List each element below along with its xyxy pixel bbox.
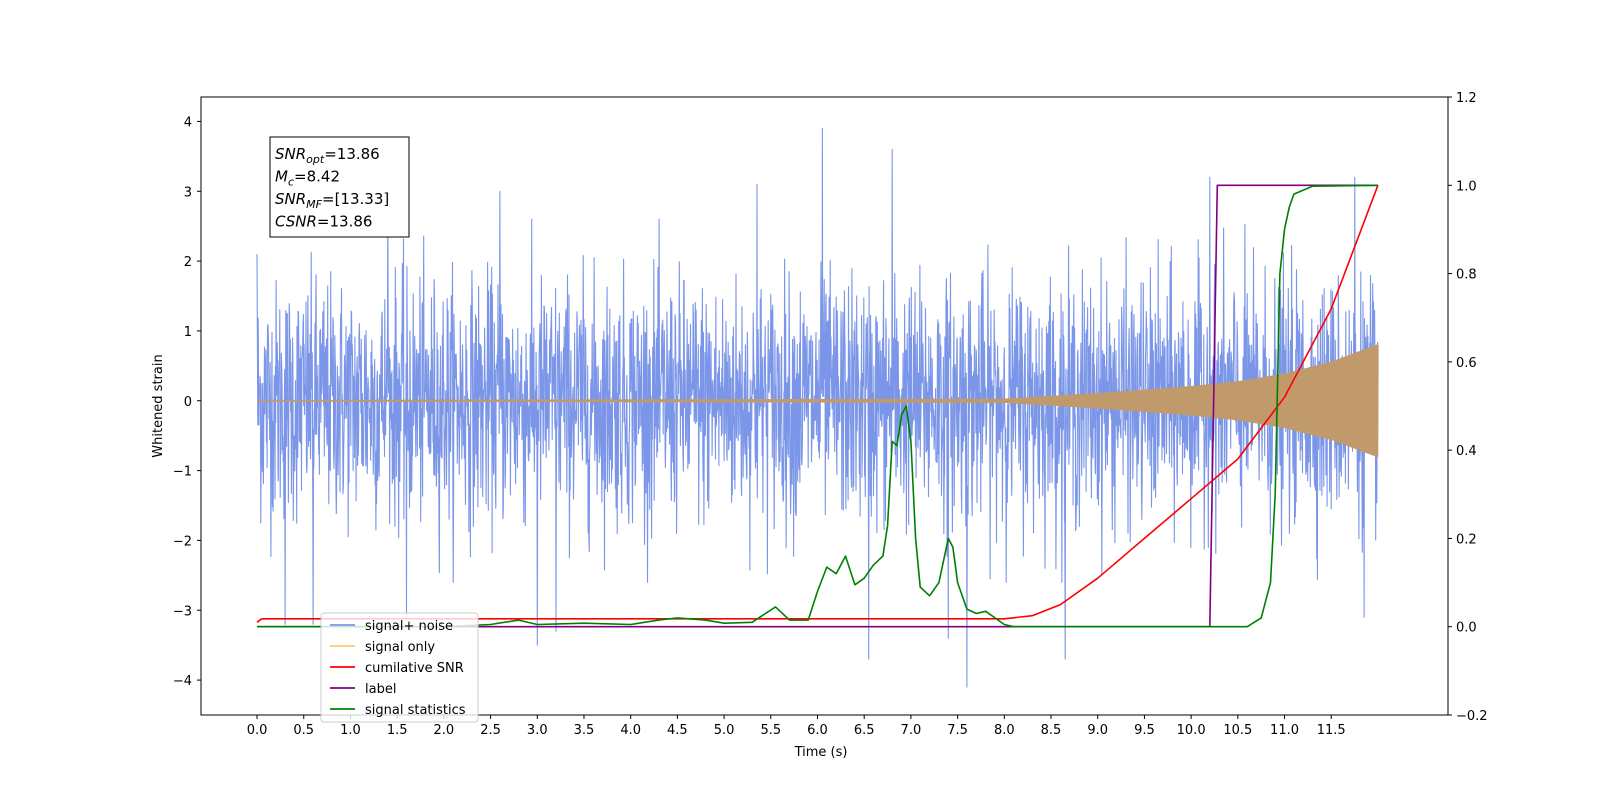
x-tick-label: 8.0 — [994, 723, 1015, 738]
y-left-tick-label: 4 — [184, 115, 192, 130]
x-tick-label: 2.5 — [480, 723, 501, 738]
annotation-line: SNRMF=[13.33] — [275, 190, 389, 211]
y-left-tick-label: −4 — [173, 674, 192, 689]
y-left-tick-label: −3 — [173, 604, 192, 619]
x-tick-label: 1.5 — [387, 723, 408, 738]
y-right-tick-label: 1.2 — [1456, 91, 1477, 106]
x-tick-label: 11.0 — [1270, 723, 1299, 738]
legend-label: signal statistics — [365, 703, 466, 718]
y-left-tick-label: −1 — [173, 465, 192, 480]
y-right-tick-label: 0.2 — [1456, 532, 1477, 547]
annotation-frame — [269, 136, 410, 238]
y-left-tick-label: 1 — [184, 325, 192, 340]
x-axis: 0.0 0.5 1.0 1.5 2.0 2.5 3.0 3.5 4.0 4.5 5.0 5.5 6.0 6… — [247, 715, 1346, 738]
x-tick-label: 4.0 — [620, 723, 641, 738]
series-line-signal-only — [256, 344, 1379, 458]
y-right-tick-label: −0.2 — [1456, 709, 1488, 724]
y-right-axis: −0.2 0.0 0.2 0.4 0.6 0.8 1.0 1.2 — [1448, 91, 1488, 724]
x-tick-label: 8.5 — [1041, 723, 1062, 738]
series-layer — [256, 127, 1379, 688]
x-tick-label: 10.5 — [1223, 723, 1252, 738]
x-tick-label: 5.5 — [760, 723, 781, 738]
legend-label: label — [365, 682, 396, 697]
y-right-tick-label: 0.8 — [1456, 268, 1477, 283]
y-left-tick-label: 0 — [184, 395, 192, 410]
y-left-tick-label: 3 — [184, 185, 192, 200]
y-left-tick-label: −2 — [173, 534, 192, 549]
x-tick-label: 3.0 — [527, 723, 548, 738]
y-right-tick-label: 1.0 — [1456, 179, 1477, 194]
legend-label: cumilative SNR — [365, 661, 464, 676]
plot-frame — [200, 96, 1449, 716]
x-tick-label: 6.5 — [854, 723, 875, 738]
x-tick-label: 3.5 — [574, 723, 595, 738]
y-right-tick-label: 0.0 — [1456, 621, 1477, 636]
legend-label: signal+ noise — [365, 619, 453, 634]
x-axis-label: Time (s) — [794, 745, 848, 760]
x-tick-label: 11.5 — [1317, 723, 1346, 738]
x-tick-label: 7.0 — [901, 723, 922, 738]
x-tick-label: 10.0 — [1177, 723, 1206, 738]
annotation-line: SNRopt=13.86 — [275, 145, 380, 166]
annotation-line: CSNR=13.86 — [275, 213, 372, 231]
legend-frame — [320, 612, 479, 723]
series-line-signal-statistics — [257, 184, 1378, 628]
x-tick-label: 1.0 — [340, 723, 361, 738]
legend-label: signal only — [365, 640, 435, 655]
x-tick-label: 7.5 — [947, 723, 968, 738]
y-right-tick-label: 0.6 — [1456, 356, 1477, 371]
x-tick-label: 9.5 — [1134, 723, 1155, 738]
annotation-line: Mc=8.42 — [275, 168, 340, 189]
y-left-tick-label: 2 — [184, 255, 192, 270]
x-tick-label: 6.0 — [807, 723, 828, 738]
x-tick-label: 4.5 — [667, 723, 688, 738]
series-line-cumilative-snr — [256, 185, 1379, 623]
x-tick-label: 9.0 — [1087, 723, 1108, 738]
x-tick-label: 2.0 — [434, 723, 455, 738]
x-tick-label: 0.5 — [293, 723, 314, 738]
y-right-tick-label: 0.4 — [1456, 444, 1477, 459]
y-axis-label: Whitened strain — [151, 354, 166, 457]
series-line-label — [257, 184, 1378, 628]
legend: signal+ noise signal only cumilative SNR la… — [320, 612, 479, 723]
x-tick-label: 5.0 — [714, 723, 735, 738]
x-tick-label: 0.0 — [247, 723, 268, 738]
y-left-axis: −4 −3 −2 −1 0 1 2 3 4 — [173, 115, 201, 689]
